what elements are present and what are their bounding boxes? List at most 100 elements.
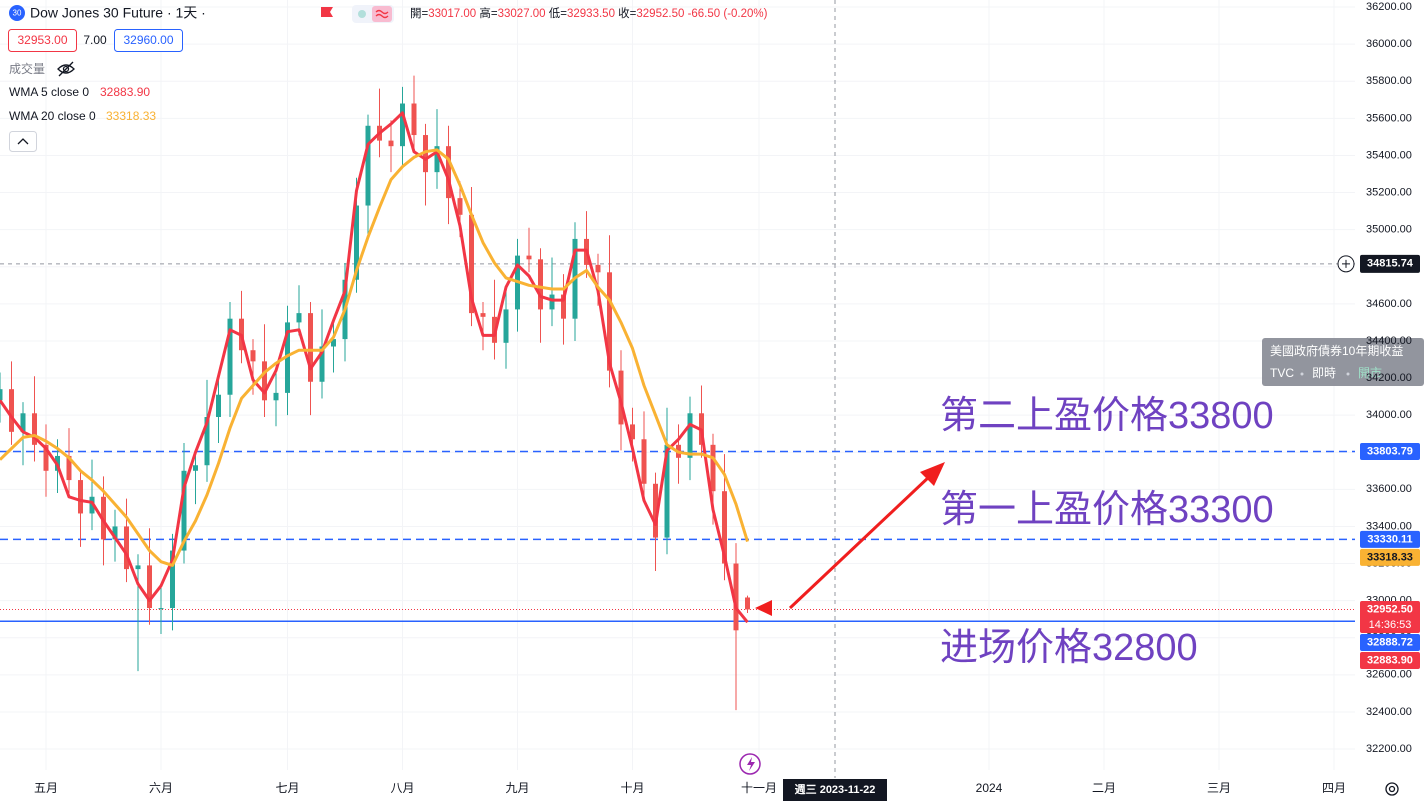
ohlc-label: 開= [410, 7, 428, 20]
x-tick-label: 2024 [976, 781, 1003, 795]
bid: 32953.00 [17, 33, 67, 47]
y-tick-label: 35000.00 [1366, 224, 1412, 236]
y-tick-label: 35800.00 [1366, 75, 1412, 87]
candle-body [354, 205, 359, 280]
candle-body [273, 392, 279, 401]
candle-body [262, 361, 267, 401]
candle-body [710, 444, 716, 492]
y-tick-label: 33600.00 [1366, 483, 1412, 495]
x-tick-label: 三月 [1207, 781, 1231, 795]
candle-body [319, 346, 325, 382]
price-tag-time: 14:36:53 [1369, 619, 1412, 631]
ohlc-value: 33017.00 [428, 8, 476, 20]
x-tick-label: 七月 [275, 781, 299, 795]
candle-body [745, 597, 750, 610]
caret [17, 138, 29, 145]
candle-body [296, 313, 302, 323]
crosshair-date-box [783, 779, 887, 801]
candle-body [388, 140, 394, 147]
candle-body [43, 444, 49, 471]
tooltip-source: TVC [1270, 366, 1294, 380]
candle-body [365, 125, 371, 206]
y-tick-label: 32400.00 [1366, 706, 1412, 718]
price-tag [1360, 600, 1420, 633]
x-tick-label: 九月 [505, 781, 529, 795]
candle-body [78, 480, 83, 514]
candle-body [400, 103, 405, 147]
collapse-button[interactable] [9, 131, 37, 152]
candle-body [204, 416, 210, 466]
ohlc-value: 32952.50 [636, 8, 684, 20]
candle-body [66, 455, 72, 481]
candle-body [285, 322, 290, 393]
candle-body [193, 465, 198, 471]
candle-body [423, 135, 428, 173]
y-tick-label: 33400.00 [1366, 520, 1412, 532]
annotation: 第一上盈价格33300 [940, 489, 1274, 531]
candle-body [722, 491, 727, 564]
price-tag [1360, 651, 1420, 669]
bid-box[interactable] [8, 29, 77, 52]
settings-icon[interactable] [1385, 782, 1399, 796]
candle-body [9, 389, 14, 432]
crosshair-date: 週三 2023-11-22 [795, 782, 876, 796]
candle-body [480, 313, 486, 317]
candle-body [549, 294, 555, 310]
symbol-title[interactable]: Dow Jones 30 Future · 1天 · [30, 5, 206, 21]
price-tag-label: 32952.50 [1367, 603, 1413, 615]
candle-body [135, 565, 141, 570]
price-tag-label: 33330.11 [1367, 533, 1412, 545]
symbol-badge [9, 5, 25, 21]
candle-body [595, 264, 601, 273]
wma5-label: WMA 5 close 0 [9, 85, 89, 99]
annotation: 进场价格32800 [940, 627, 1198, 669]
candle-body [469, 214, 474, 314]
candle-body [32, 413, 37, 445]
badge-text: 30 [13, 9, 22, 18]
arrow-head [920, 462, 945, 486]
price-tag-label: 32883.90 [1367, 654, 1413, 666]
ohlc-label: 高= [479, 6, 497, 20]
eye-icon[interactable] [57, 61, 75, 77]
candle-body [20, 413, 26, 432]
price-tag-label: 33803.79 [1367, 445, 1413, 457]
tooltip-market: 開市 [1358, 365, 1382, 380]
separator-dot [1346, 372, 1350, 376]
candle-body [147, 565, 152, 609]
add-plus [1342, 259, 1350, 268]
candle-body [607, 272, 612, 371]
candle-body [457, 198, 463, 215]
candle-body [446, 146, 451, 199]
crosshair-price-box [1360, 254, 1420, 273]
price-tag [1360, 633, 1420, 651]
y-tick-label: 35600.00 [1366, 112, 1412, 124]
wma-line [0, 148, 749, 567]
toggle-dot [358, 10, 366, 18]
x-tick-label: 五月 [34, 781, 58, 795]
candle-body [158, 608, 164, 610]
candle-body [308, 313, 313, 382]
candle-body [216, 394, 221, 417]
y-tick-label: 35200.00 [1366, 186, 1412, 198]
wma20-label: WMA 20 close 0 [9, 109, 96, 123]
x-tick-label: 十月 [620, 781, 644, 795]
x-tick-label: 六月 [149, 781, 173, 795]
wma20-value: 33318.33 [106, 109, 156, 123]
price-tag-label: 33318.33 [1367, 551, 1413, 563]
ask-box[interactable] [114, 29, 183, 52]
entry-marker [755, 600, 772, 616]
candle-body [0, 389, 3, 401]
candle-body [641, 439, 647, 484]
ohlc-label: 收= [618, 6, 636, 20]
flag-icon[interactable] [321, 7, 333, 17]
spread: 7.00 [83, 33, 107, 47]
candle-body [733, 563, 739, 631]
candle-body [170, 550, 175, 609]
y-tick-label: 34000.00 [1366, 409, 1412, 421]
separator-dot [1300, 372, 1304, 376]
candle-body [227, 318, 233, 395]
candle-body [411, 103, 417, 136]
y-tick-label: 32600.00 [1366, 669, 1412, 681]
y-tick-label: 32200.00 [1366, 743, 1412, 755]
